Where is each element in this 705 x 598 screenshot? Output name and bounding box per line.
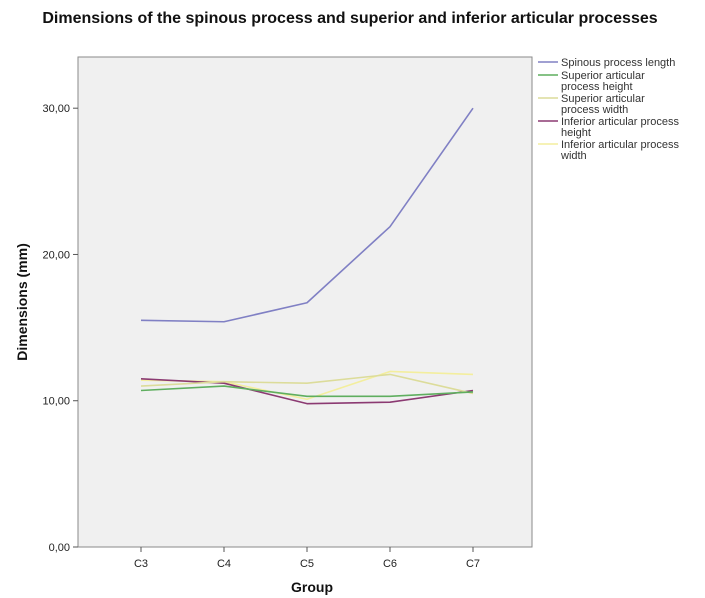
x-tick-label: C7 xyxy=(466,558,480,570)
series-lines xyxy=(140,107,474,405)
series-line-4 xyxy=(140,377,474,405)
x-tick-label: C3 xyxy=(134,558,148,570)
legend-label-4: Inferior articular process height xyxy=(561,116,679,139)
x-axis-label: Group xyxy=(291,579,333,595)
legend-label-2: Superior articular process height xyxy=(561,70,645,93)
x-tick-label: C4 xyxy=(217,558,231,570)
series-line-1 xyxy=(140,107,474,323)
y-axis: 0,00 10,00 20,00 30,00 xyxy=(42,103,78,554)
y-axis-label: Dimensions (mm) xyxy=(14,243,30,360)
y-tick-label: 20,00 xyxy=(42,249,70,261)
legend-label-3: Superior articular process width xyxy=(561,93,645,116)
legend-label-1: Spinous process length xyxy=(561,57,675,69)
series-line-3 xyxy=(140,373,474,395)
x-axis: C3 C4 C5 C6 C7 xyxy=(134,547,480,570)
y-tick-label: 0,00 xyxy=(49,542,70,554)
x-tick-label: C6 xyxy=(383,558,397,570)
x-tick-label: C5 xyxy=(300,558,314,570)
y-tick-label: 30,00 xyxy=(42,103,70,115)
chart-title: Dimensions of the spinous process and su… xyxy=(42,10,658,27)
legend-label-5: Inferior articular process width xyxy=(560,139,679,162)
series-line-2 xyxy=(140,385,474,398)
y-tick-label: 10,00 xyxy=(42,396,70,408)
plot-area xyxy=(77,56,533,548)
